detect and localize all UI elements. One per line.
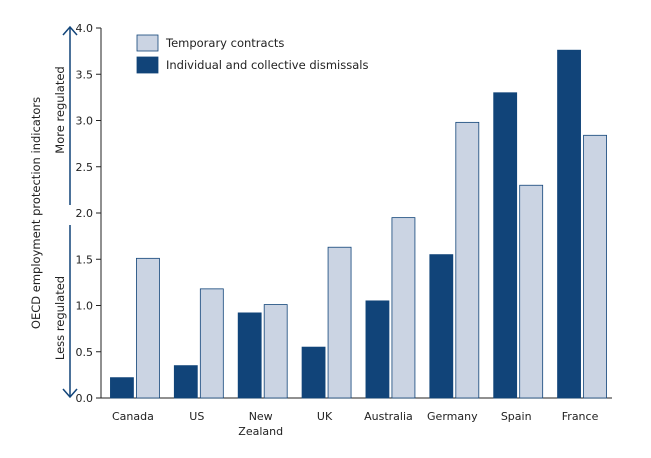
bar bbox=[263, 304, 288, 399]
x-labels: Canada US New Zealand UK Australia Germany Spai… bbox=[112, 410, 599, 438]
arrow-down-icon bbox=[62, 388, 78, 399]
bar bbox=[110, 377, 134, 399]
legend-label: Individual and collective dismissals bbox=[166, 58, 368, 72]
more-regulated-label: More regulated bbox=[53, 66, 67, 153]
x-tick-label: France bbox=[562, 410, 599, 423]
y-tick-label: 0.0 bbox=[76, 392, 94, 405]
x-tick-label: Zealand bbox=[238, 425, 283, 438]
bar bbox=[455, 121, 480, 399]
bar bbox=[237, 312, 262, 399]
y-tick-label: 1.0 bbox=[76, 300, 94, 313]
legend-label: Temporary contracts bbox=[165, 36, 284, 50]
y-tick-label: 3.5 bbox=[76, 68, 94, 81]
y-tick-label: 3.0 bbox=[76, 115, 94, 128]
legend: Temporary contracts Individual and collec… bbox=[136, 34, 368, 74]
bar bbox=[173, 365, 198, 399]
bar bbox=[519, 184, 544, 399]
x-tick-label: Canada bbox=[112, 410, 154, 423]
less-regulated-label: Less regulated bbox=[53, 276, 67, 360]
y-tick-label: 1.5 bbox=[76, 253, 94, 266]
bar bbox=[583, 134, 607, 399]
y-tick-label: 4.0 bbox=[76, 22, 94, 35]
bar bbox=[557, 49, 581, 399]
arrow-up-icon bbox=[62, 25, 78, 36]
x-tick-label: Germany bbox=[427, 410, 478, 423]
legend-swatch bbox=[136, 56, 159, 74]
bar bbox=[391, 217, 416, 399]
bar bbox=[493, 92, 518, 399]
bar bbox=[136, 257, 160, 399]
x-tick-label: US bbox=[189, 410, 204, 423]
bar bbox=[327, 246, 352, 399]
bar bbox=[365, 300, 390, 399]
bars bbox=[110, 49, 607, 399]
y-ticks: 0.0 0.5 1.0 1.5 2.0 2.5 3.0 3.5 4.0 bbox=[76, 22, 101, 405]
y-tick-label: 0.5 bbox=[76, 346, 94, 359]
x-tick-label: UK bbox=[317, 410, 333, 423]
bar bbox=[301, 346, 326, 399]
y-axis-title: OECD employment protection indicators bbox=[29, 97, 43, 329]
x-tick-label: Australia bbox=[364, 410, 413, 423]
y-tick-label: 2.5 bbox=[76, 161, 94, 174]
x-tick-label: Spain bbox=[501, 410, 532, 423]
legend-swatch bbox=[136, 34, 159, 52]
bar bbox=[429, 254, 454, 399]
x-tick-label: New bbox=[249, 410, 273, 423]
bar bbox=[199, 288, 224, 399]
y-tick-label: 2.0 bbox=[76, 207, 94, 220]
